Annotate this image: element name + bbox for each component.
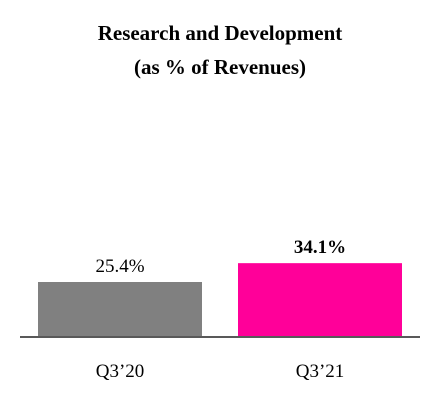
chart-title-line-2: (as % of Revenues) [133, 55, 307, 79]
data-label-1: 25.4% [95, 256, 144, 277]
bar-2 [238, 263, 402, 337]
x-tick-label-1: Q3’20 [96, 361, 145, 382]
bar-1 [38, 282, 202, 337]
data-label-2: 34.1% [294, 237, 346, 258]
x-tick-label-2: Q3’21 [296, 361, 345, 382]
chart-title-line-1: Research and Development [97, 21, 343, 45]
